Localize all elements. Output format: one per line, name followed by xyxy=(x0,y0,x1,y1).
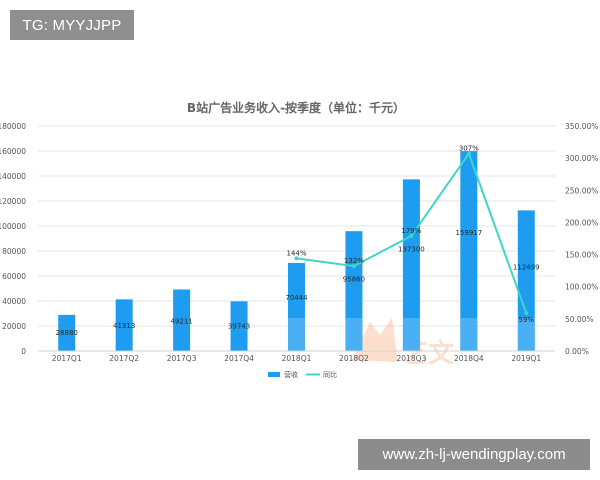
y2-tick-label: 50.00% xyxy=(565,315,594,324)
bar-value-label: 70444 xyxy=(285,294,308,302)
bar-value-label: 159917 xyxy=(455,229,482,237)
bar-2017Q4 xyxy=(230,301,248,351)
bar-value-label: 137300 xyxy=(398,245,425,253)
x-tick-label: 2017Q1 xyxy=(52,354,82,363)
y-tick-label: 140000 xyxy=(0,172,26,181)
x-tick-label: 2018Q4 xyxy=(454,354,484,363)
yoy-value-label: 179% xyxy=(401,227,421,235)
yoy-point xyxy=(351,264,356,269)
y-tick-label: 40000 xyxy=(2,297,26,306)
bar-base xyxy=(288,318,305,351)
y-tick-label: 100000 xyxy=(0,222,26,231)
bar-2017Q1 xyxy=(58,314,76,351)
bar-base xyxy=(517,318,535,351)
yoy-point xyxy=(409,233,414,238)
legend-swatch-revenue xyxy=(268,372,280,377)
yoy-value-label: 59% xyxy=(518,316,534,324)
x-tick-label: 2018Q2 xyxy=(339,354,369,363)
y2-tick-label: 100.00% xyxy=(565,283,598,292)
y2-tick-label: 200.00% xyxy=(565,218,598,227)
bar-2017Q2 xyxy=(115,299,133,351)
y-tick-label: 60000 xyxy=(2,272,26,281)
x-tick-label: 2017Q4 xyxy=(224,354,254,363)
bar-2018Q3 xyxy=(402,179,420,351)
x-tick-label: 2017Q2 xyxy=(109,354,139,363)
yoy-line-series xyxy=(294,151,529,316)
bar-2017Q3 xyxy=(173,289,191,351)
bar-base xyxy=(402,318,420,351)
y-tick-label: 0 xyxy=(21,347,26,356)
y-tick-label: 180000 xyxy=(0,122,26,131)
y2-tick-label: 250.00% xyxy=(565,186,598,195)
bar-value-label: 41313 xyxy=(113,322,135,330)
chart-title: B站广告业务收入-按季度（单位：千元） xyxy=(187,100,405,115)
bar-2018Q4 xyxy=(460,151,478,351)
y2-tick-label: 150.00% xyxy=(565,251,598,260)
bar-2019Q1 xyxy=(517,210,535,351)
bar-value-label: 39743 xyxy=(228,323,250,331)
y-axis-left: 0 20000 40000 60000 80000 100000 120000 140000 1… xyxy=(0,122,26,356)
y-tick-label: 80000 xyxy=(2,247,26,256)
y-tick-label: 160000 xyxy=(0,147,26,156)
bar-value-label: 28880 xyxy=(56,329,78,337)
x-axis: 2017Q1 2017Q2 2017Q3 2017Q4 2018Q1 2018Q2 2018… xyxy=(38,350,555,363)
y2-tick-label: 0.00% xyxy=(565,347,589,356)
bars xyxy=(58,151,535,351)
yoy-value-label: 144% xyxy=(286,249,306,257)
yoy-value-label: 132% xyxy=(344,257,364,265)
bar-value-label: 49211 xyxy=(170,317,192,325)
y-tick-label: 20000 xyxy=(2,322,26,331)
bar-value-label: 112499 xyxy=(513,263,540,271)
y2-tick-label: 300.00% xyxy=(565,154,598,163)
legend-label-yoy: 同比 xyxy=(323,370,337,379)
x-tick-label: 2017Q3 xyxy=(167,354,197,363)
top-banner-text: TG: MYYJJPP xyxy=(22,16,122,34)
yoy-point xyxy=(466,151,471,156)
bar-base xyxy=(345,318,363,351)
bar-base xyxy=(460,318,478,351)
yoy-point xyxy=(524,311,529,316)
legend-label-revenue: 营收 xyxy=(284,370,298,379)
y2-tick-label: 350.00% xyxy=(565,122,598,131)
yoy-point xyxy=(294,256,299,261)
legend: 营收 同比 xyxy=(268,370,337,379)
y-axis-right: 0.00% 50.00% 100.00% 150.00% 200.00% 250.00% 3… xyxy=(565,122,598,356)
bottom-banner-text: www.zh-lj-wendingplay.com xyxy=(382,446,566,463)
top-banner: TG: MYYJJPP xyxy=(10,10,134,40)
x-tick-label: 2018Q3 xyxy=(397,354,427,363)
data-labels: 28880 41313 49211 39743 70444 95860 137300 1599… xyxy=(56,145,540,337)
y-tick-label: 120000 xyxy=(0,197,26,206)
bottom-banner: www.zh-lj-wendingplay.com xyxy=(358,439,590,470)
bar-value-label: 95860 xyxy=(343,276,365,284)
x-tick-label: 2018Q1 xyxy=(282,354,312,363)
x-tick-label: 2019Q1 xyxy=(511,354,541,363)
yoy-value-label: 307% xyxy=(459,145,479,153)
